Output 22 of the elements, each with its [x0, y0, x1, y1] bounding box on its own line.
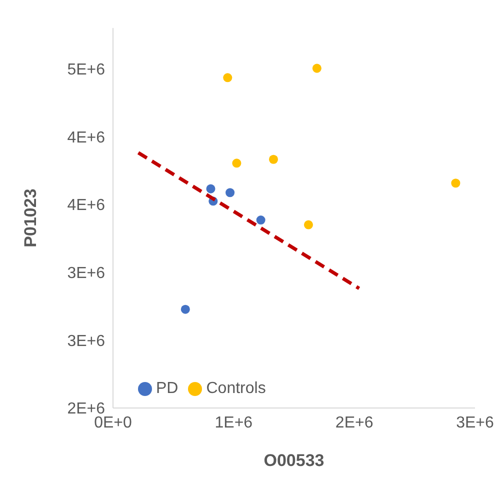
point: [312, 64, 322, 73]
x-axis-title: O00533: [264, 451, 324, 470]
legend-label: PD: [156, 380, 178, 397]
point: [180, 304, 190, 314]
point: [226, 188, 235, 198]
point: [206, 184, 216, 194]
point: [232, 158, 242, 168]
point: [304, 220, 313, 230]
point: [223, 73, 232, 82]
y-tick-label: 4E+6: [67, 197, 106, 214]
y-tick-label: 3E+6: [67, 332, 106, 350]
y-tick-label: 4E+6: [67, 129, 106, 146]
x-tick-label: 3E+6: [456, 414, 494, 432]
x-tick-label: 1E+6: [214, 414, 253, 432]
y-axis-title: P01023: [21, 188, 40, 248]
point: [268, 154, 278, 164]
point: [451, 178, 460, 188]
y-tick-label: 3E+6: [67, 264, 106, 282]
y-tick-label: 5E+6: [67, 61, 106, 78]
legend-label: Controls: [206, 380, 266, 397]
x-tick-label: 2E+6: [335, 414, 374, 432]
point: [256, 216, 266, 225]
